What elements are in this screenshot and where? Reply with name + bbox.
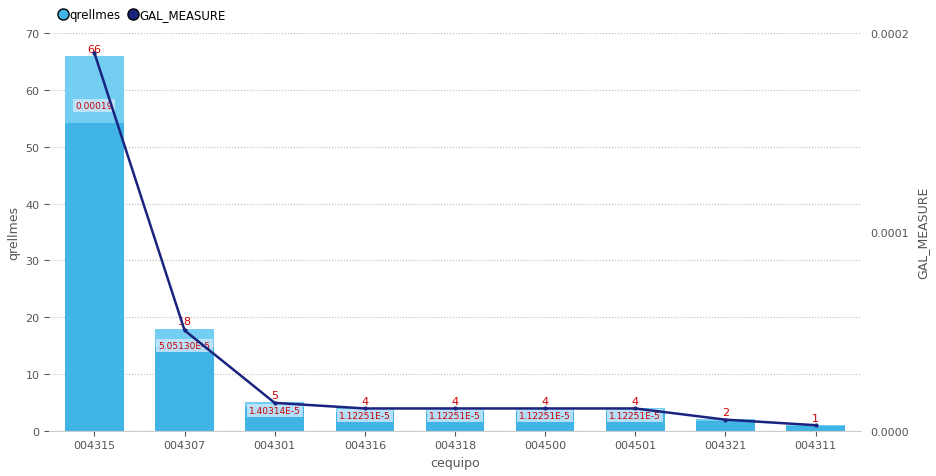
Bar bbox=[516, 408, 575, 412]
Bar bbox=[245, 403, 304, 407]
Legend: qrellmes, GAL_MEASURE: qrellmes, GAL_MEASURE bbox=[55, 4, 230, 27]
Y-axis label: qrellmes: qrellmes bbox=[7, 206, 20, 259]
Text: 66: 66 bbox=[87, 44, 101, 54]
Text: 18: 18 bbox=[178, 317, 192, 327]
Bar bbox=[155, 329, 213, 347]
Text: 4: 4 bbox=[542, 396, 548, 406]
Bar bbox=[786, 425, 845, 426]
Text: 2: 2 bbox=[722, 407, 729, 417]
Text: 5: 5 bbox=[271, 390, 278, 400]
Bar bbox=[516, 408, 575, 431]
Text: 1: 1 bbox=[812, 413, 819, 423]
Bar bbox=[426, 408, 484, 412]
Bar bbox=[786, 425, 845, 431]
Text: 5.05130E-5: 5.05130E-5 bbox=[158, 341, 211, 350]
Bar bbox=[696, 419, 754, 431]
Text: 4: 4 bbox=[632, 396, 639, 406]
Bar bbox=[426, 408, 484, 431]
Bar bbox=[335, 408, 394, 412]
Text: 4: 4 bbox=[451, 396, 459, 406]
Text: 1.12251E-5: 1.12251E-5 bbox=[429, 411, 481, 420]
Bar bbox=[606, 408, 665, 431]
X-axis label: cequipo: cequipo bbox=[431, 456, 480, 469]
Bar bbox=[66, 57, 124, 431]
Y-axis label: GAL_MEASURE: GAL_MEASURE bbox=[916, 187, 929, 278]
Bar bbox=[245, 403, 304, 431]
Text: 1.40314E-5: 1.40314E-5 bbox=[249, 406, 300, 415]
Bar bbox=[66, 57, 124, 124]
Text: 1.12251E-5: 1.12251E-5 bbox=[609, 411, 661, 420]
Text: 1.12251E-5: 1.12251E-5 bbox=[519, 411, 571, 420]
Bar bbox=[155, 329, 213, 431]
Bar bbox=[606, 408, 665, 412]
Bar bbox=[696, 419, 754, 422]
Text: 1.12251E-5: 1.12251E-5 bbox=[339, 411, 390, 420]
Text: 4: 4 bbox=[361, 396, 369, 406]
Bar bbox=[335, 408, 394, 431]
Text: 0.00019: 0.00019 bbox=[76, 101, 113, 110]
